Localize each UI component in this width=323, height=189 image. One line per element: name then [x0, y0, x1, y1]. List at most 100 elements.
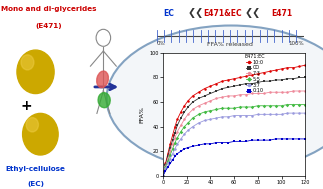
CO [250, 83, 254, 85]
CO [232, 85, 236, 87]
7:3 [297, 90, 301, 92]
10:0 [171, 134, 174, 136]
10:0 [166, 153, 170, 155]
3:7 [209, 118, 213, 120]
Line: 0:10: 0:10 [162, 138, 307, 177]
Text: (EC): (EC) [27, 181, 44, 187]
Circle shape [21, 55, 34, 70]
3:7 [262, 113, 266, 115]
10:0 [274, 69, 277, 71]
10:0 [244, 75, 248, 77]
3:7 [179, 138, 183, 140]
7:3 [179, 124, 183, 127]
0:10 [161, 175, 165, 177]
10:0 [291, 67, 295, 69]
Text: EC: EC [163, 9, 174, 19]
10:0 [179, 111, 183, 113]
CO [226, 86, 230, 88]
Line: 5:5: 5:5 [162, 103, 307, 177]
5:5 [297, 103, 301, 106]
10:0 [268, 70, 272, 73]
5:5 [186, 122, 190, 124]
5:5 [163, 166, 167, 168]
10:0 [297, 65, 301, 68]
CO [291, 78, 295, 80]
10:0 [182, 105, 186, 107]
10:0 [256, 73, 260, 75]
Text: Mono and di-glycerides: Mono and di-glycerides [1, 6, 96, 12]
5:5 [197, 113, 201, 115]
CO [256, 81, 260, 84]
5:5 [280, 105, 284, 107]
10:0 [203, 87, 206, 90]
7:3 [186, 113, 190, 115]
CO [166, 155, 170, 157]
5:5 [256, 105, 260, 107]
7:3 [220, 96, 224, 98]
7:3 [214, 97, 218, 99]
5:5 [226, 107, 230, 109]
7:3 [168, 150, 172, 152]
Text: 100%: 100% [288, 42, 304, 46]
5:5 [203, 111, 206, 113]
0:10 [238, 140, 242, 143]
0:10 [256, 139, 260, 141]
CO [262, 80, 266, 82]
0:10 [214, 141, 218, 144]
CO [171, 139, 174, 141]
3:7 [286, 112, 289, 114]
5:5 [173, 141, 177, 144]
7:3 [262, 92, 266, 95]
CO [173, 132, 177, 134]
3:7 [268, 113, 272, 115]
3:7 [280, 113, 284, 115]
Ellipse shape [97, 71, 109, 88]
CO [303, 76, 307, 79]
Text: ❮❮: ❮❮ [187, 8, 204, 18]
10:0 [262, 71, 266, 74]
7:3 [244, 94, 248, 96]
Text: E471&EC: E471&EC [203, 9, 242, 19]
10:0 [161, 175, 165, 177]
10:0 [250, 74, 254, 76]
Line: 10:0: 10:0 [162, 64, 307, 177]
10:0 [226, 79, 230, 81]
CO [214, 90, 218, 92]
3:7 [297, 112, 301, 114]
7:3 [161, 175, 165, 177]
Circle shape [107, 26, 323, 171]
CO [220, 87, 224, 90]
3:7 [274, 113, 277, 115]
7:3 [226, 95, 230, 97]
5:5 [250, 106, 254, 108]
7:3 [163, 165, 167, 167]
5:5 [220, 107, 224, 109]
5:5 [244, 106, 248, 108]
CO [203, 95, 206, 97]
5:5 [214, 108, 218, 111]
Text: Ethyl-cellulose: Ethyl-cellulose [5, 166, 66, 172]
7:3 [175, 130, 179, 133]
0:10 [175, 153, 179, 155]
0:10 [268, 139, 272, 141]
7:3 [286, 91, 289, 93]
CO [163, 163, 167, 166]
Text: 0%: 0% [157, 42, 165, 46]
0:10 [286, 138, 289, 140]
0:10 [168, 162, 172, 165]
7:3 [303, 90, 307, 92]
7:3 [171, 143, 174, 145]
7:3 [250, 92, 254, 95]
3:7 [244, 115, 248, 117]
CO [238, 84, 242, 86]
3:7 [250, 115, 254, 117]
10:0 [280, 68, 284, 70]
0:10 [303, 138, 307, 140]
5:5 [179, 130, 183, 133]
Line: 3:7: 3:7 [162, 112, 307, 177]
0:10 [191, 145, 195, 147]
5:5 [182, 125, 186, 128]
0:10 [171, 159, 174, 161]
7:3 [274, 91, 277, 93]
5:5 [291, 103, 295, 106]
